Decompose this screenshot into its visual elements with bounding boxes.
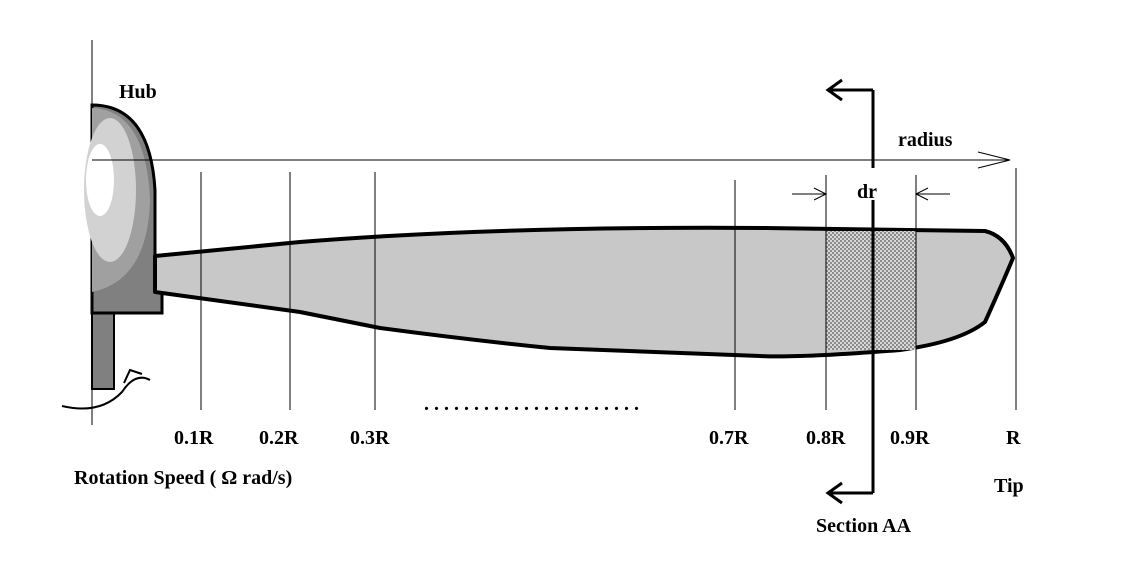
blade (153, 225, 1015, 359)
rotation-speed-label: Rotation Speed ( Ω rad/s) (74, 467, 292, 489)
station-label: 0.2R (259, 427, 299, 449)
station-label: 0.9R (890, 427, 930, 449)
blade-element-dr (826, 231, 916, 350)
hub (84, 103, 164, 315)
section-aa-label: Section AA (816, 515, 912, 537)
station-label: 0.7R (709, 427, 749, 449)
hub-shaft (91, 312, 115, 390)
section-aa-cut-line (825, 78, 875, 505)
station-lines (200, 168, 1017, 410)
dr-label: dr (857, 181, 877, 203)
dr-dimension-arrows (792, 187, 950, 201)
station-label: R (1006, 427, 1021, 449)
tip-label: Tip (994, 475, 1024, 497)
station-label: 0.1R (174, 427, 214, 449)
station-label: 0.3R (350, 427, 390, 449)
omitted-stations-dots: . . . . . . . . . . . . . . . . . . . . … (424, 393, 639, 415)
hub-label: Hub (119, 81, 157, 103)
rotation-arrow (61, 368, 151, 410)
station-label: 0.8R (806, 427, 846, 449)
radius-label: radius (898, 129, 953, 151)
radius-axis-arrow (92, 151, 1011, 169)
